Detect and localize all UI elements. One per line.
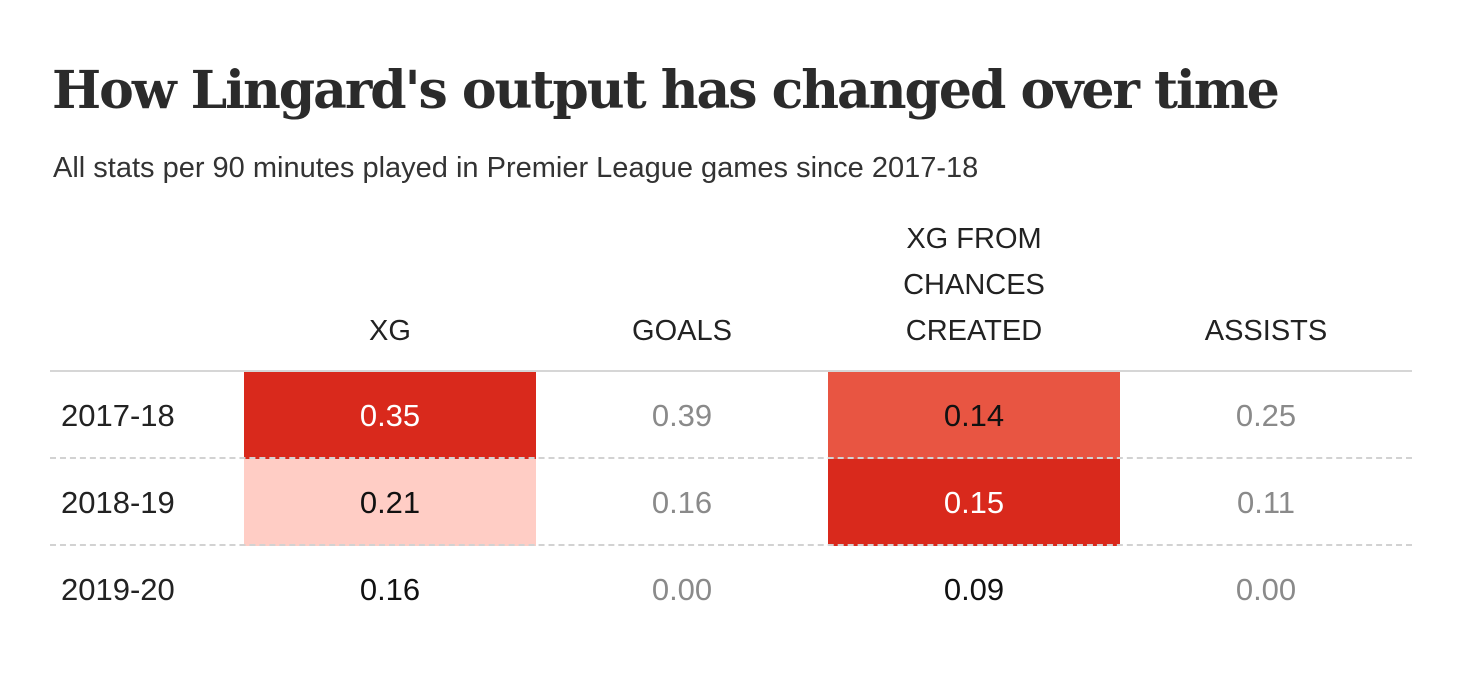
table-cell: 0.09 (828, 546, 1120, 633)
table-cell: 0.35 (244, 372, 536, 459)
table-header: XG GOALS XG FROM CHANCES CREATED ASSISTS (50, 220, 1412, 370)
table-cell: 0.21 (244, 459, 536, 546)
table-cell: 0.25 (1120, 372, 1412, 459)
table-row: 2018-19 0.21 0.16 0.15 0.11 (50, 459, 1412, 546)
table-cell: 0.39 (536, 372, 828, 459)
row-divider (50, 544, 1412, 546)
table-row: 2019-20 0.16 0.00 0.09 0.00 (50, 546, 1412, 633)
table-cell: 0.14 (828, 372, 1120, 459)
column-header: ASSISTS (1204, 315, 1328, 347)
table-cell: 0.16 (536, 459, 828, 546)
column-header: XG (369, 315, 411, 347)
row-label: 2017-18 (61, 398, 175, 433)
chart-subtitle: All stats per 90 minutes played in Premi… (53, 152, 979, 184)
table-cell: 0.11 (1120, 459, 1412, 546)
row-label: 2018-19 (61, 485, 175, 520)
table-cell: 0.00 (1120, 546, 1412, 633)
table-cell: 0.16 (244, 546, 536, 633)
row-divider (50, 457, 1412, 459)
header-divider (50, 370, 1412, 372)
row-label: 2019-20 (61, 572, 175, 607)
table-cell: 0.15 (828, 459, 1120, 546)
table-row: 2017-18 0.35 0.39 0.14 0.25 (50, 372, 1412, 459)
chart-title: How Lingard's output has changed over ti… (52, 60, 1280, 121)
table-cell: 0.00 (536, 546, 828, 633)
column-header: XG FROM CHANCES CREATED (903, 223, 1045, 347)
column-header: GOALS (632, 315, 732, 347)
